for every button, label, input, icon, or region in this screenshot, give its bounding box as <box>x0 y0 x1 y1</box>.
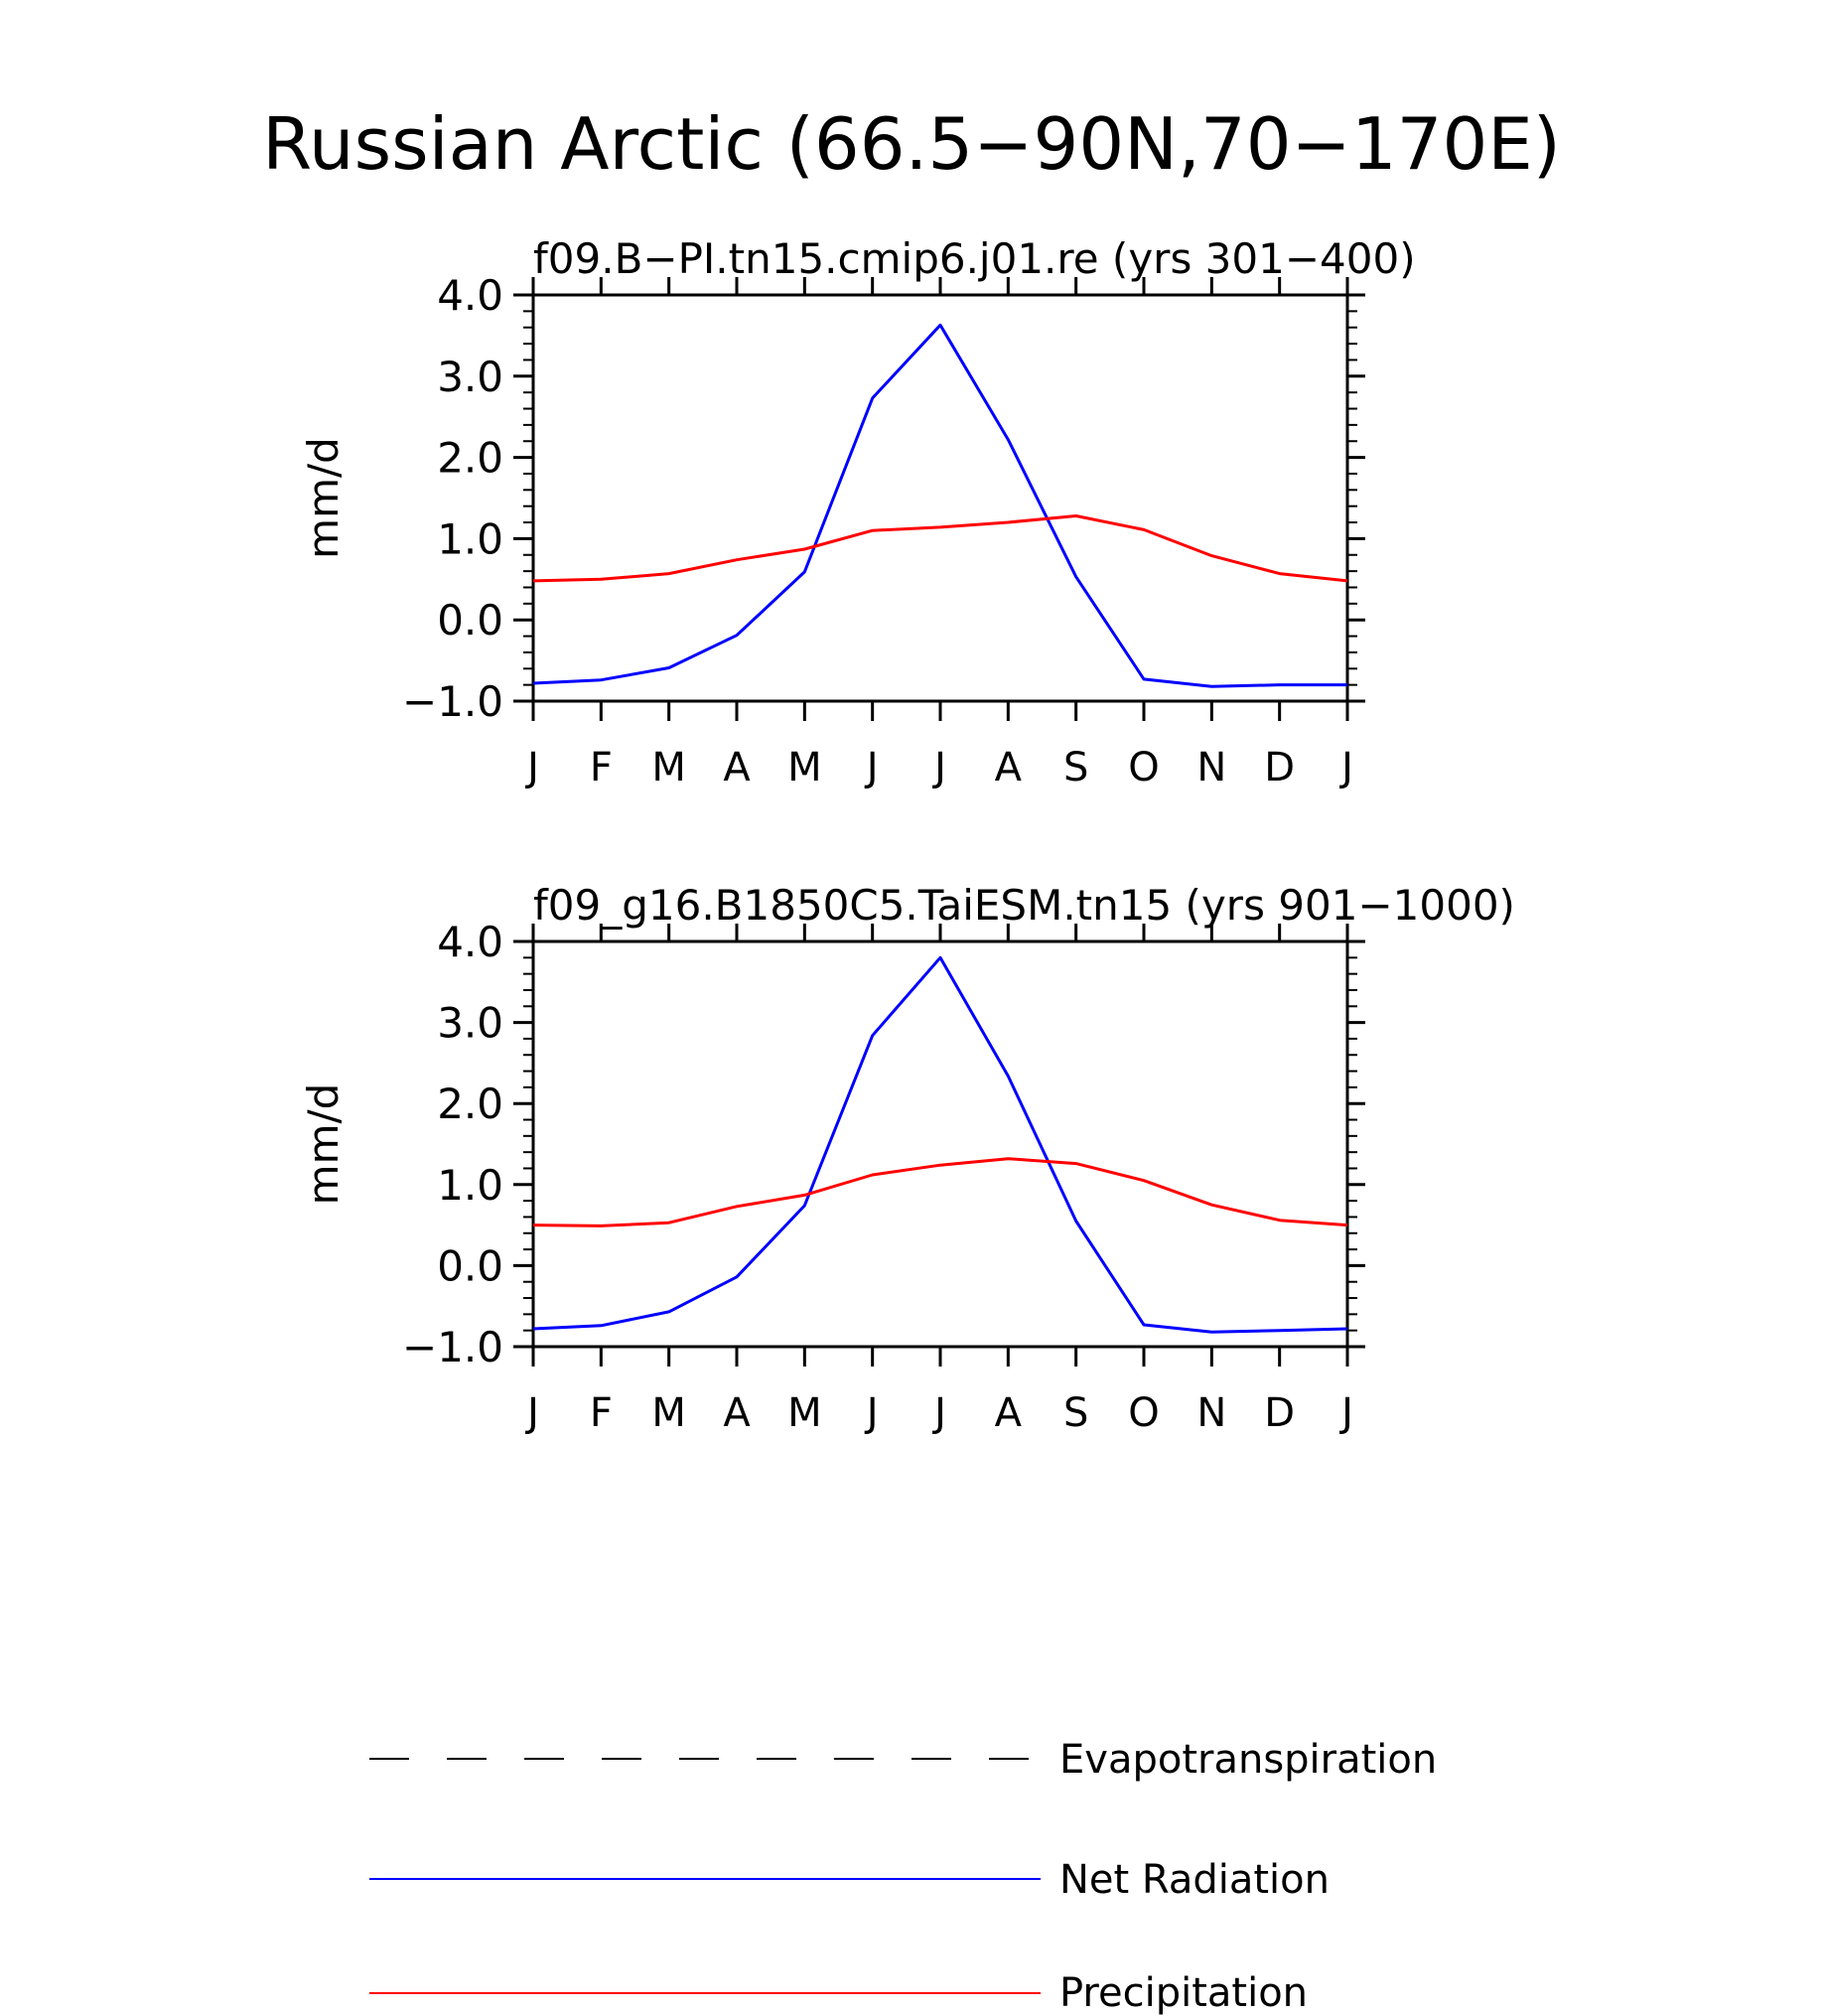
x-tick-label: A <box>723 745 751 791</box>
y-axis-label: mm/d <box>299 1083 348 1206</box>
x-tick-label: S <box>1063 745 1088 791</box>
plot-frame <box>531 939 1349 1349</box>
series-line-precipitation <box>532 1157 1348 1227</box>
x-tick-label: A <box>995 745 1023 791</box>
x-tick-label: D <box>1264 745 1295 791</box>
plot-frame <box>531 293 1349 703</box>
y-tick-label: 1.0 <box>437 514 503 563</box>
series-line-net-radiation <box>532 323 1347 688</box>
legend-label-evapotranspiration: Evapotranspiration <box>1059 1737 1437 1783</box>
x-tick-label: A <box>995 1390 1023 1436</box>
x-tick-label: N <box>1196 745 1226 791</box>
x-tick-label: S <box>1063 1390 1088 1436</box>
y-tick-label: 0.0 <box>437 596 503 645</box>
x-tick-label: J <box>524 745 539 791</box>
y-tick-label: 1.0 <box>437 1161 503 1210</box>
series-line-net-radiation <box>532 955 1348 1334</box>
y-tick-label: −1.0 <box>402 1323 503 1371</box>
x-tick-label: F <box>590 1390 613 1436</box>
x-tick-label: J <box>931 745 946 791</box>
chart-title: f09_g16.B1850C5.TaiESM.tn15 (yrs 901−100… <box>533 881 1515 930</box>
chart-title: f09.B−PI.tn15.cmip6.j01.re (yrs 301−400) <box>533 234 1416 283</box>
x-tick-label: J <box>864 745 879 791</box>
y-tick-label: 3.0 <box>437 999 503 1048</box>
chart-panel-bottom: f09_g16.B1850C5.TaiESM.tn15 (yrs 901−100… <box>299 881 1515 1436</box>
x-tick-label: M <box>651 1390 686 1436</box>
y-tick-label: 2.0 <box>437 434 503 483</box>
figure-title: Russian Arctic (66.5−90N,70−170E) <box>262 102 1561 186</box>
x-tick-label: J <box>864 1390 879 1436</box>
x-tick-label: J <box>1338 1390 1353 1436</box>
legend-label-net-radiation: Net Radiation <box>1059 1857 1330 1903</box>
legend-label-precipitation: Precipitation <box>1059 1970 1308 2016</box>
x-tick-label: J <box>1338 745 1353 791</box>
x-tick-label: D <box>1264 1390 1295 1436</box>
x-tick-label: M <box>651 745 686 791</box>
series-line-precipitation <box>532 514 1348 583</box>
x-tick-label: O <box>1128 1390 1159 1436</box>
legend: Evapotranspiration Net Radiation Precipi… <box>369 1737 1437 2016</box>
x-tick-label: O <box>1128 745 1159 791</box>
y-tick-label: −1.0 <box>402 677 503 726</box>
y-tick-label: 0.0 <box>437 1241 503 1290</box>
x-tick-label: M <box>787 1390 822 1436</box>
y-tick-label: 3.0 <box>437 353 503 401</box>
y-axis-label: mm/d <box>299 437 348 559</box>
x-tick-label: J <box>931 1390 946 1436</box>
x-tick-label: M <box>787 745 822 791</box>
y-tick-label: 2.0 <box>437 1080 503 1128</box>
x-tick-label: N <box>1196 1390 1226 1436</box>
y-tick-label: 4.0 <box>437 271 503 320</box>
chart-panel-top: f09.B−PI.tn15.cmip6.j01.re (yrs 301−400)… <box>299 234 1416 791</box>
x-tick-label: J <box>524 1390 539 1436</box>
x-tick-label: F <box>590 745 613 791</box>
x-tick-label: A <box>723 1390 751 1436</box>
y-tick-label: 4.0 <box>437 918 503 966</box>
